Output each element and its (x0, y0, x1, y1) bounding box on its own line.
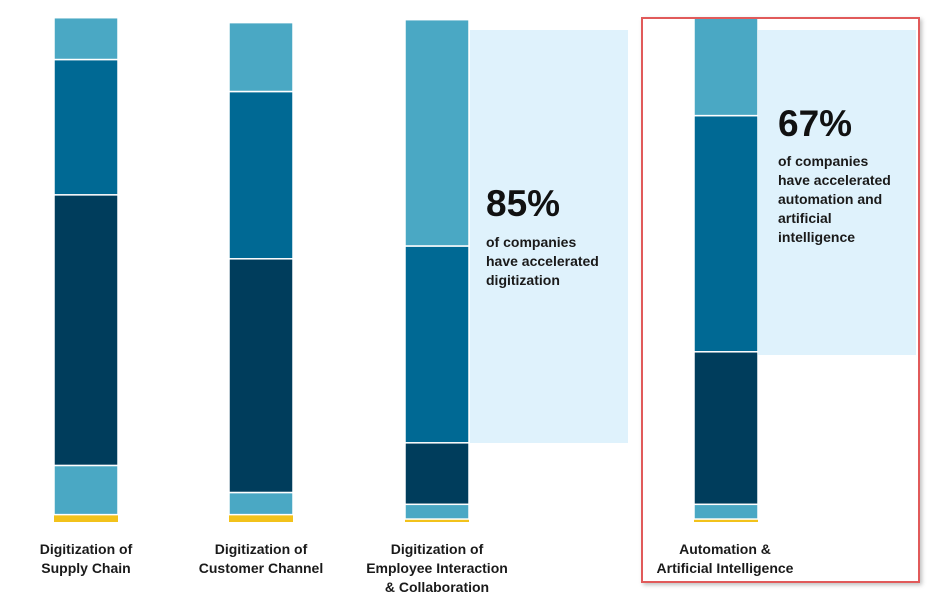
bar-segment-1-4 (228, 21, 294, 93)
bar-segment-3-0 (694, 519, 758, 522)
bar-segment-2-2 (404, 442, 470, 506)
bar-segment-0-2 (53, 194, 119, 467)
callout-percent: 85% (486, 183, 561, 224)
bar-segment-0-3 (53, 58, 119, 196)
bar-segment-1-1 (228, 491, 294, 516)
bar-segment-2-0 (405, 519, 469, 522)
bar-segment-3-3 (693, 114, 759, 353)
bar-segment-3-2 (693, 351, 759, 506)
bar-segment-1-3 (228, 90, 294, 260)
callout-percent: 67% (778, 103, 853, 144)
bar-segment-3-4 (693, 16, 759, 117)
category-label-automation-ai: Automation & Artificial Intelligence (656, 541, 794, 576)
bar-segment-1-0 (229, 514, 293, 522)
callout-text: of companies have accelerated digitizati… (486, 234, 599, 288)
bar-segment-0-1 (53, 464, 119, 516)
category-label-supply-chain: Digitization of Supply Chain (39, 541, 133, 576)
bar-segment-1-2 (228, 258, 294, 494)
category-label-customer-channel: Digitization of Customer Channel (198, 541, 324, 576)
bar-segment-0-4 (53, 16, 119, 61)
bar-segment-2-4 (404, 18, 470, 247)
highlight-box (641, 17, 920, 583)
callout-panel-automation: 67% of companies have accelerated automa… (758, 30, 916, 355)
bar-segment-2-3 (404, 245, 470, 444)
callout-panel-digitization: 85% of companies have accelerated digiti… (470, 30, 628, 443)
category-label-employee-interaction: Digitization of Employee Interaction & C… (366, 541, 508, 595)
bar-segment-0-0 (54, 514, 118, 522)
callout-text: of companies have accelerated automation… (778, 153, 891, 245)
bar-segment-2-1 (404, 503, 470, 520)
